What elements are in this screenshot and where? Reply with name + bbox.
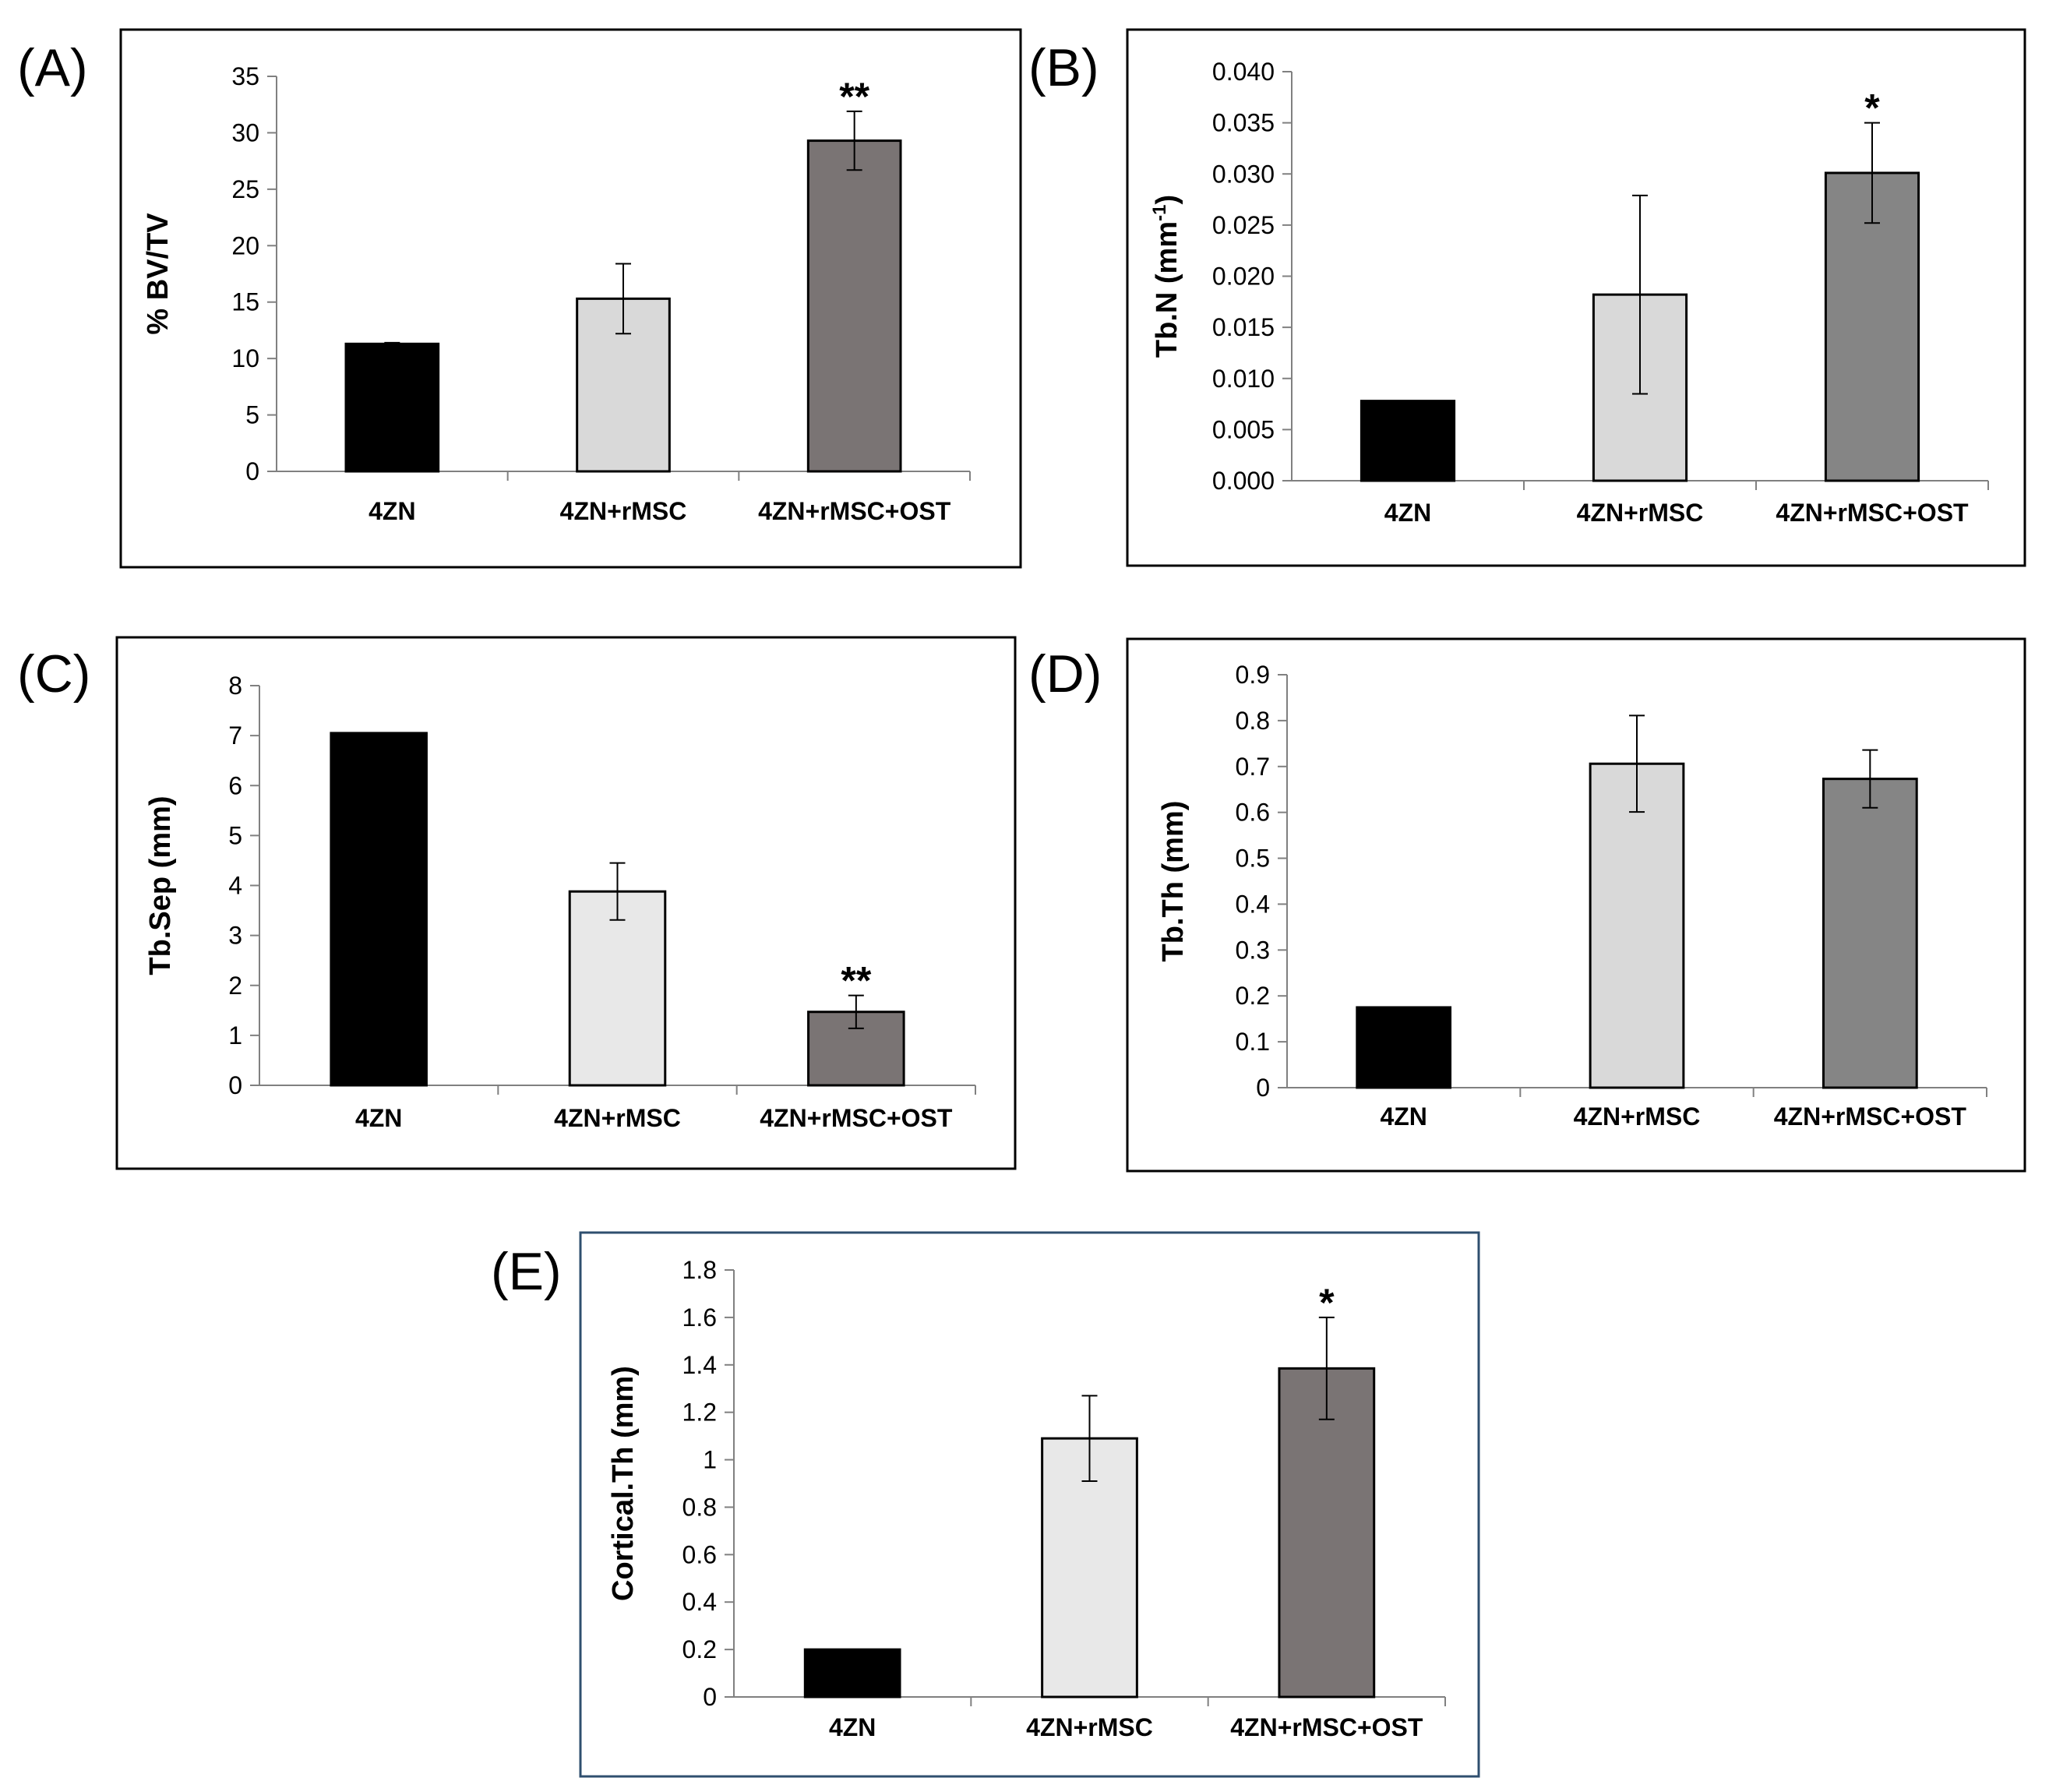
chart-panel-b: (B) 0.000 0.005 0.010 0.015 0.020 0.025 0.030 0.…	[1028, 28, 2026, 567]
y-tick-label: 0.040	[1212, 58, 1275, 86]
panel-letter: (E)	[491, 1242, 562, 1301]
y-tick-label: 2	[228, 972, 242, 1000]
x-category-label: 4ZN	[355, 1104, 402, 1132]
y-tick-label: 0.6	[1236, 799, 1270, 827]
y-tick-label: 0.5	[1236, 845, 1270, 873]
y-tick-label: 1.4	[682, 1351, 717, 1379]
x-category-label: 4ZN	[1384, 499, 1431, 527]
x-category-label: 4ZN	[369, 497, 415, 525]
panel-frame	[119, 28, 1022, 569]
y-tick-label: 0.3	[1236, 936, 1270, 964]
x-category-label: 4ZN+rMSC+OST	[758, 497, 951, 525]
y-tick-label: 0.020	[1212, 263, 1275, 291]
bar-4zn-rmsc-ost	[1822, 778, 1918, 1089]
y-tick-label: 0.4	[1236, 890, 1270, 918]
y-tick-label: 3	[228, 922, 242, 950]
y-tick-label: 0.030	[1212, 160, 1275, 188]
y-tick-label: 35	[231, 62, 259, 90]
panel-frame	[1126, 28, 2026, 567]
x-category-label: 4ZN+rMSC	[1574, 1102, 1701, 1131]
y-tick-label: 1.8	[682, 1256, 717, 1284]
y-tick-label: 0.9	[1236, 661, 1270, 689]
y-tick-label: 0.4	[682, 1588, 717, 1616]
y-tick-label: 0.005	[1212, 415, 1275, 443]
bar-4zn-rmsc-ost	[1824, 171, 1920, 482]
y-tick-label: 1.2	[682, 1399, 717, 1427]
bar-4zn	[803, 1648, 901, 1699]
y-tick-label: 0.2	[1236, 982, 1270, 1010]
bar-4zn-rmsc	[568, 890, 667, 1087]
y-axis-label: Cortical.Th (mm)	[607, 1366, 640, 1601]
chart-panel-e: (E) 0 0.2 0.4 0.6 0.8 1 1.2 1.4 1.6 1.8 4ZN 4ZN+rMSC…	[491, 1231, 1480, 1778]
y-tick-label: 0	[245, 457, 259, 485]
y-tick-label: 1	[228, 1021, 242, 1049]
y-tick-label: 0.8	[1236, 707, 1270, 735]
y-axis-label: Tb.Th (mm)	[1157, 801, 1190, 962]
y-tick-label: 0.010	[1212, 365, 1275, 393]
chart-panel-c: (C) 0 1 2 3 4 5 6 7 8 4ZN 4ZN+rMSC ** 4ZN+rMSC+OST Tb.…	[17, 636, 1017, 1170]
bar-4zn	[330, 732, 428, 1087]
y-axis-label: % BV/TV	[142, 213, 175, 335]
bar-4zn	[1356, 1006, 1452, 1089]
x-category-label: 4ZN+rMSC	[1577, 499, 1704, 527]
y-axis-label: Tb.N (mm-1)	[1149, 195, 1183, 358]
bar-4zn-rmsc-ost	[806, 139, 902, 473]
chart-panel-a: (A) 0 5 10 15 20 25 30 35 4ZN 4ZN+rMSC ** 4ZN+rMSC+O…	[17, 28, 1022, 569]
x-category-label: 4ZN+rMSC+OST	[1774, 1102, 1967, 1131]
significance-marker: *	[1864, 86, 1880, 130]
x-category-label: 4ZN+rMSC+OST	[1776, 499, 1969, 527]
y-tick-label: 0.000	[1212, 467, 1275, 495]
panel-frame	[1126, 637, 2026, 1173]
y-tick-label: 4	[228, 872, 242, 900]
y-tick-label: 6	[228, 771, 242, 799]
bar-4zn-rmsc	[576, 297, 671, 473]
y-tick-label: 0.7	[1236, 753, 1270, 781]
y-tick-label: 0	[703, 1683, 717, 1711]
y-tick-label: 0	[228, 1071, 242, 1099]
x-category-label: 4ZN+rMSC+OST	[1230, 1713, 1423, 1741]
panel-letter: (B)	[1028, 38, 1099, 97]
y-tick-label: 0.015	[1212, 313, 1275, 341]
y-tick-label: 0.8	[682, 1493, 717, 1521]
y-tick-label: 1.6	[682, 1303, 717, 1332]
y-tick-label: 0.2	[682, 1635, 717, 1663]
panel-letter: (C)	[17, 644, 90, 704]
y-tick-label: 20	[231, 231, 259, 259]
significance-marker: *	[1319, 1281, 1335, 1325]
panel-frame	[579, 1231, 1480, 1778]
bar-4zn-rmsc	[1589, 762, 1685, 1089]
x-category-label: 4ZN+rMSC	[560, 497, 687, 525]
y-tick-label: 7	[228, 721, 242, 750]
x-category-label: 4ZN+rMSC	[554, 1104, 681, 1132]
y-tick-label: 8	[228, 672, 242, 700]
x-category-label: 4ZN	[1380, 1102, 1427, 1131]
significance-marker: **	[841, 959, 871, 1003]
significance-marker: **	[839, 75, 869, 118]
panel-frame	[115, 636, 1017, 1170]
y-tick-label: 0.035	[1212, 109, 1275, 137]
x-category-label: 4ZN	[829, 1713, 876, 1741]
y-tick-label: 0.6	[682, 1540, 717, 1568]
panel-letter: (A)	[17, 38, 88, 97]
y-tick-label: 10	[231, 344, 259, 372]
y-tick-label: 5	[228, 821, 242, 849]
y-tick-label: 15	[231, 288, 259, 316]
y-tick-label: 5	[245, 401, 259, 429]
panel-letter: (D)	[1028, 644, 1102, 704]
bar-4zn	[344, 342, 440, 473]
y-axis-label: Tb.Sep (mm)	[144, 795, 177, 975]
chart-panel-d: (D) 0 0.1 0.2 0.3 0.4 0.5 0.6 0.7 0.8 0.9 4ZN 4ZN+rM…	[1028, 637, 2026, 1173]
y-tick-label: 0.1	[1236, 1028, 1270, 1056]
y-tick-label: 0.025	[1212, 211, 1275, 239]
y-tick-label: 25	[231, 175, 259, 203]
bar-4zn	[1360, 400, 1456, 482]
y-tick-label: 0	[1256, 1074, 1270, 1102]
y-tick-label: 30	[231, 118, 259, 146]
x-category-label: 4ZN+rMSC+OST	[760, 1104, 953, 1132]
y-tick-label: 1	[703, 1446, 717, 1474]
x-category-label: 4ZN+rMSC	[1026, 1713, 1153, 1741]
